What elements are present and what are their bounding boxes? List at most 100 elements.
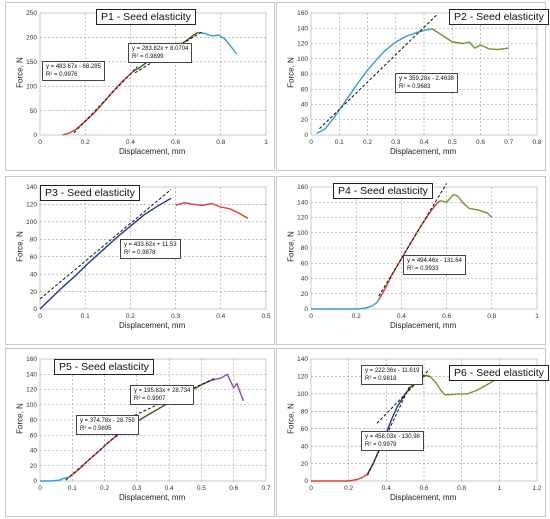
y-axis-label: Force, N	[286, 231, 296, 262]
r-squared-text: R² = 0.9976	[46, 72, 78, 78]
y-axis-label: Force, N	[15, 57, 25, 88]
y-tick-label: 120	[297, 215, 308, 222]
y-tick-label: 60	[301, 426, 309, 433]
x-tick-label: 0	[38, 139, 42, 146]
y-tick-label: 20	[301, 117, 309, 124]
y-tick-label: 140	[26, 371, 37, 378]
x-tick-label: 0.5	[261, 313, 270, 320]
y-tick-label: 40	[301, 276, 309, 283]
trendline-1	[367, 371, 417, 476]
x-tick-label: 0	[38, 485, 42, 492]
x-tick-label: 0.2	[81, 139, 90, 146]
trendline-equation-box: y = 494.46x - 131.64 R² = 0.9933	[403, 255, 466, 275]
chart-panel-5: 0 0.1 0.2 0.3 0.4 0.5 0.6 0.7 0 20 40 60 80 100 120 140…	[5, 348, 275, 517]
y-tick-label: 140	[26, 184, 37, 191]
y-tick-label: 0	[33, 306, 37, 313]
series-line-1	[39, 197, 172, 310]
chart-panel-4: 0 0.2 0.4 0.6 0.8 1 0 20 40 60 80 100 120 140 160 Displ…	[276, 176, 546, 345]
x-tick-label: 0	[309, 313, 313, 320]
y-tick-label: 40	[301, 102, 309, 109]
x-tick-label: 0.6	[229, 485, 238, 492]
y-tick-label: 160	[26, 356, 37, 363]
series-line-2	[378, 200, 441, 301]
x-tick-label: 0.2	[126, 313, 135, 320]
x-tick-label: 0.8	[532, 139, 541, 146]
y-tick-label: 40	[30, 271, 38, 278]
series-line-3	[439, 193, 493, 218]
y-tick-label: 160	[297, 10, 308, 17]
equation-text: y = 458.03x - 130.98	[365, 434, 420, 440]
equation-text: y = 483.67x - 68.285	[46, 64, 101, 70]
y-tick-label: 100	[26, 402, 37, 409]
y-tick-label: 80	[301, 245, 309, 252]
y-tick-label: 140	[297, 25, 308, 32]
x-tick-label: 0.8	[487, 313, 496, 320]
y-axis-label: Force, N	[15, 403, 25, 434]
r-squared-text: R² = 0.9979	[365, 442, 397, 448]
trendline-equation-box: y = 483.67x - 68.285 R² = 0.9976	[42, 61, 105, 81]
x-axis-label: Displacement, mm	[390, 321, 457, 330]
y-tick-label: 60	[30, 432, 38, 439]
chart-title: P5 - Seed elasticity	[54, 359, 154, 375]
x-tick-label: 0.6	[171, 139, 180, 146]
x-tick-label: 0	[309, 485, 313, 492]
y-tick-label: 120	[26, 202, 37, 209]
y-tick-label: 40	[301, 443, 309, 450]
trendline-1	[319, 13, 439, 130]
series-line-2	[432, 28, 509, 51]
y-tick-label: 20	[301, 461, 309, 468]
x-tick-label: 0.5	[448, 139, 457, 146]
equation-text: y = 359.28x - 2.4638	[399, 76, 454, 82]
y-tick-label: 0	[304, 306, 308, 313]
x-tick-label: 0	[309, 139, 313, 146]
chart-title: P6 - Seed elasticity	[449, 365, 549, 381]
chart-title: P2 - Seed elasticity	[449, 9, 549, 25]
y-tick-label: 60	[301, 86, 309, 93]
y-tick-label: 0	[304, 478, 308, 485]
chart-panel-3: 0 0.1 0.2 0.3 0.4 0.5 0 20 40 60 80 100 120 140 Displa…	[5, 176, 275, 345]
x-tick-label: 0.6	[442, 313, 451, 320]
x-tick-label: 0.4	[216, 313, 225, 320]
y-tick-label: 150	[26, 59, 37, 66]
y-tick-label: 100	[297, 230, 308, 237]
x-tick-label: 1.2	[532, 485, 541, 492]
y-tick-label: 0	[33, 132, 37, 139]
series-line-2	[175, 202, 249, 220]
x-tick-label: 0.3	[171, 313, 180, 320]
x-axis-label: Displacement, mm	[119, 147, 186, 156]
x-axis-label: Displacement, mm	[390, 147, 457, 156]
x-tick-label: 0.8	[457, 485, 466, 492]
y-axis-label: Force, N	[286, 403, 296, 434]
chart-title: P1 - Seed elasticity	[96, 9, 196, 25]
y-tick-label: 120	[297, 41, 308, 48]
series-line-4	[210, 373, 245, 402]
y-tick-label: 100	[26, 219, 37, 226]
y-tick-label: 80	[301, 71, 309, 78]
trendline-1	[378, 183, 448, 297]
series-line-4	[429, 375, 495, 396]
r-squared-text: R² = 0.9878	[124, 250, 156, 256]
x-tick-label: 0.6	[476, 139, 485, 146]
x-tick-label: 1	[264, 139, 268, 146]
trendline-equation-box: y = 433.62x + 11.53 R² = 0.9878	[120, 239, 181, 259]
trendline-1	[39, 189, 172, 300]
chart-title: P4 - Seed elasticity	[333, 183, 433, 199]
chart-svg: 0 0.1 0.2 0.3 0.4 0.5 0 20 40 60 80 100 120 140	[26, 184, 271, 320]
plot-area	[39, 186, 267, 310]
x-tick-label: 0.3	[391, 139, 400, 146]
y-tick-label: 140	[297, 199, 308, 206]
x-tick-label: 1	[535, 313, 539, 320]
r-squared-text: R² = 0.9895	[80, 426, 112, 432]
x-tick-label: 1	[498, 485, 502, 492]
y-tick-label: 0	[33, 478, 37, 485]
x-tick-label: 0.3	[132, 485, 141, 492]
y-tick-label: 100	[26, 83, 37, 90]
y-tick-label: 80	[30, 236, 38, 243]
x-tick-label: 0.7	[504, 139, 513, 146]
y-tick-label: 160	[297, 184, 308, 191]
series-line-1	[311, 473, 368, 482]
chart-svg: 0 0.2 0.4 0.6 0.8 1 1.2 0 20 40 60 80 100 120 140	[297, 356, 542, 492]
trendline-equation-box: y = 359.28x - 2.4638 R² = 0.9683	[395, 73, 458, 93]
trendline-equation-box: y = 283.82x + 8.0704 R² = 0.9899	[128, 43, 193, 63]
r-squared-text: R² = 0.9907	[134, 396, 166, 402]
